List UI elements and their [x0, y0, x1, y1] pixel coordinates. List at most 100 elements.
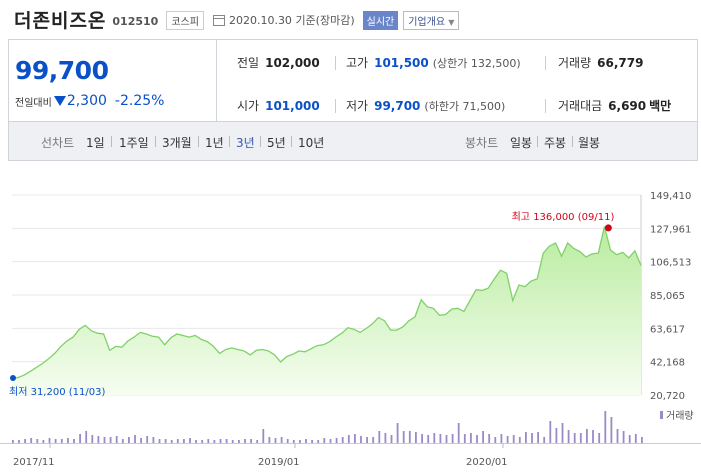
tab-5y[interactable]: 5년 [267, 136, 286, 150]
tab-daily[interactable]: 일봉 [510, 136, 533, 150]
change-label: 전일대비 [15, 97, 52, 109]
volume-bar [299, 440, 301, 443]
volume-bar [598, 433, 601, 443]
y-tick-label: 63,617 [650, 324, 685, 335]
company-overview-label: 기업개요 [408, 16, 446, 28]
volume-bar [543, 437, 546, 443]
y-tick-label: 20,720 [650, 391, 685, 402]
volume-bar [463, 434, 466, 443]
volume-bar [91, 435, 94, 443]
change-row: 전일대비 2,300 -2.25% [15, 93, 164, 109]
volume-bar [244, 439, 246, 443]
volume-bar [54, 439, 57, 443]
volume-bar [140, 438, 142, 443]
change-value: 2,300 [66, 93, 107, 109]
volume-bar [201, 440, 204, 443]
volume-bar [390, 435, 393, 443]
y-tick-label: 127,961 [650, 224, 691, 235]
tab-divider [155, 136, 156, 147]
tab-weekly[interactable]: 주봉 [544, 136, 567, 150]
lower-limit: (하한가 71,500) [424, 100, 506, 113]
price-area [12, 226, 641, 395]
date-info: 2020.10.30 기준(장마감) [212, 12, 355, 28]
low-cell: 저가 99,700 (하한가 71,500) [346, 97, 505, 114]
tab-3m[interactable]: 3개월 [162, 136, 192, 150]
volume-bar [433, 433, 436, 443]
max-point-marker [604, 224, 612, 232]
volume-legend: 거래량 [666, 410, 694, 422]
volume-bar [360, 436, 362, 443]
volume-bar [286, 439, 289, 443]
volume-bar [537, 432, 539, 443]
tab-1d[interactable]: 1일 [86, 136, 105, 150]
volume-bar [445, 435, 448, 443]
x-tick-label: 2017/11 [13, 457, 55, 468]
tab-1y[interactable]: 1년 [205, 136, 224, 150]
realtime-button[interactable]: 실시간 [362, 10, 399, 30]
tab-10y[interactable]: 10년 [298, 136, 325, 150]
volume-bar [152, 437, 155, 443]
volume-bar [60, 439, 63, 443]
volume-bar [256, 440, 259, 443]
volume-bar [402, 431, 405, 443]
tab-divider [537, 136, 538, 147]
tab-3y[interactable]: 3년 [236, 136, 255, 150]
tab-divider [229, 136, 230, 147]
volume-bar [421, 434, 423, 443]
stock-name: 더존비즈온 [14, 9, 107, 32]
volume-bar [335, 438, 338, 443]
volume-bar [207, 439, 210, 443]
volume-bar [85, 431, 88, 443]
y-tick-label: 42,168 [650, 358, 685, 369]
volume-label: 거래량 [558, 56, 592, 70]
volume-bar [531, 433, 533, 443]
volume-bar [366, 437, 368, 443]
prev-close-label: 전일 [237, 56, 260, 70]
y-tick-label: 85,065 [650, 291, 685, 302]
volume-bar [268, 437, 271, 443]
volume-bar [476, 435, 478, 443]
volume-bar [280, 437, 283, 443]
volume-bar [134, 435, 136, 443]
volume-bar [121, 439, 124, 443]
low-label: 저가 [346, 99, 369, 113]
min-point-label: 최저 31,200 (11/03) [9, 386, 105, 398]
current-price-box: 99,700 전일대비 2,300 -2.25% [9, 40, 217, 122]
volume-bar [79, 434, 81, 443]
high-label: 고가 [346, 56, 369, 70]
volume-legend-swatch [660, 411, 663, 419]
price-chart[interactable]: 149,410 127,961 106,513 85,065 63,617 42,168 2… [0, 176, 701, 476]
volume-bar [372, 437, 375, 443]
volume-bar [225, 439, 228, 443]
volume-bar [12, 440, 14, 443]
volume-bar [48, 438, 51, 443]
low-value: 99,700 [374, 99, 421, 113]
volume-bar [341, 437, 344, 443]
tab-1w[interactable]: 1주일 [119, 136, 149, 150]
volume-bar [213, 440, 216, 443]
volume-bar [195, 440, 197, 443]
volume-bar [158, 439, 161, 443]
volume-bar [555, 428, 558, 443]
x-tick-label: 2020/01 [466, 457, 508, 468]
max-point-label: 최고 136,000 (09/11) [512, 211, 615, 223]
amount-value: 6,690 [608, 99, 647, 113]
volume-bar [451, 434, 454, 443]
price-line [11, 226, 642, 380]
volume-bar [317, 440, 320, 443]
tab-monthly[interactable]: 월봉 [578, 136, 601, 150]
company-overview-dropdown[interactable]: 기업개요 ▼ [403, 10, 460, 30]
volume-bar [427, 435, 430, 443]
volume-bar [482, 431, 484, 443]
volume-bar [573, 433, 576, 443]
current-price: 99,700 [15, 56, 109, 85]
volume-bar [238, 440, 240, 443]
volume-bar [176, 439, 179, 443]
volume-bar [518, 437, 521, 443]
calendar-icon [212, 14, 225, 26]
divider [545, 56, 546, 70]
volume-bar [219, 439, 222, 443]
volume-bar [146, 436, 149, 443]
amount-label: 거래대금 [558, 99, 603, 113]
tab-divider [111, 136, 112, 147]
